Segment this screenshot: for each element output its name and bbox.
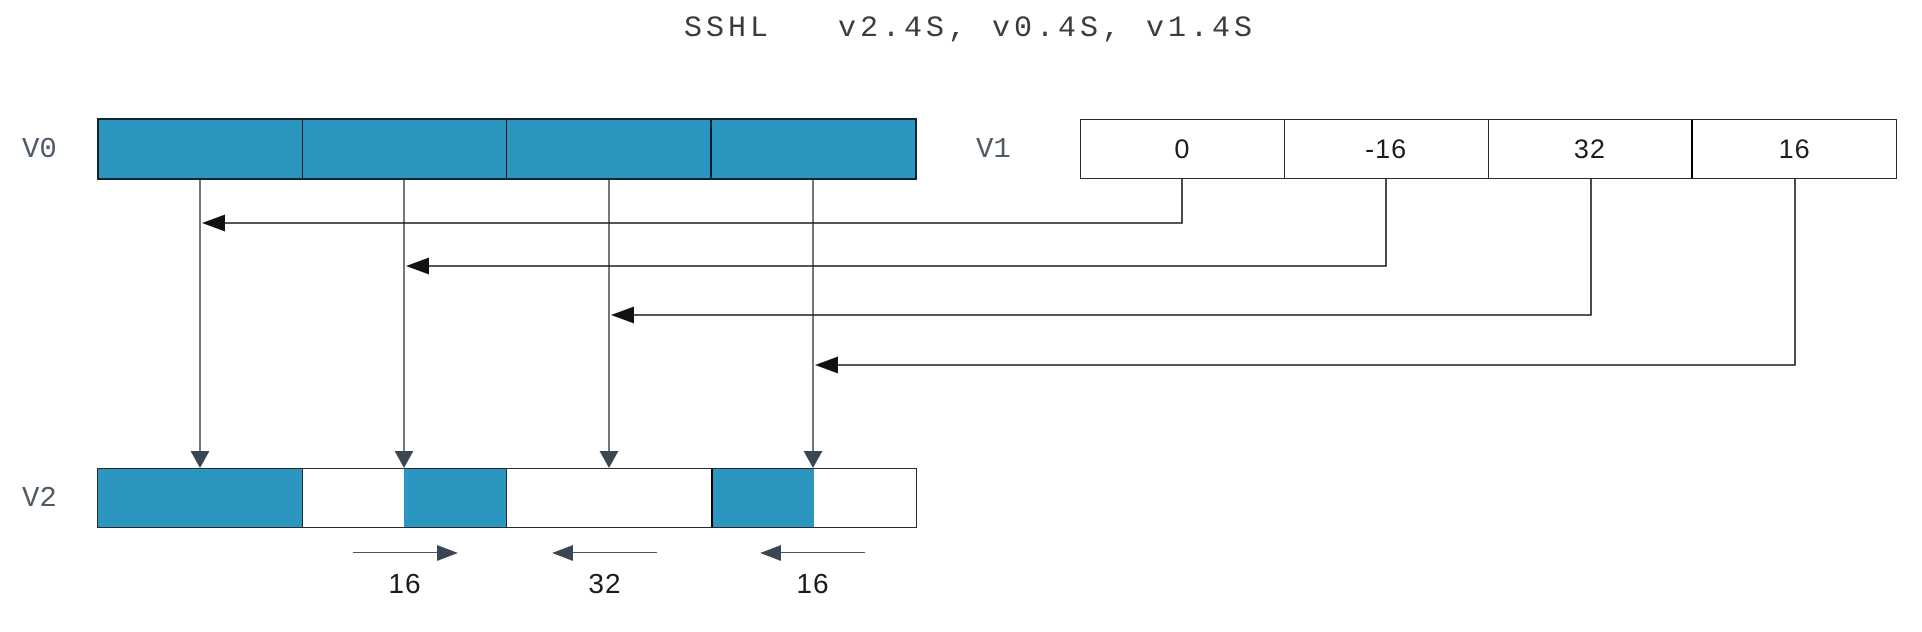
arrowhead — [437, 544, 458, 561]
v0-lane4-to-v2-connector — [803, 180, 823, 468]
elbow-line — [825, 179, 1796, 366]
left-arrowhead — [202, 214, 225, 232]
left-arrowhead — [815, 356, 838, 374]
v0-cell-0 — [99, 120, 303, 178]
v0-lane2-to-v2-connector — [394, 180, 414, 468]
v2-cell-3 — [712, 469, 917, 527]
down-arrowhead — [599, 451, 619, 468]
shift-annotation-lane4: 16 — [760, 544, 866, 600]
v1-cell-2-value: 32 — [1573, 133, 1606, 164]
shift-annotation-lane2: 16 — [352, 544, 458, 600]
v1-lane1-shift-arrow — [202, 179, 1183, 232]
elbow-line — [621, 179, 1592, 316]
v2-register — [97, 468, 917, 528]
arrow-shaft — [353, 551, 441, 554]
shift-right-arrow-icon — [352, 544, 458, 561]
shift-amount-label: 16 — [388, 568, 422, 599]
shift-amount-label: 32 — [588, 568, 622, 599]
v2-cell-1 — [303, 469, 507, 527]
v0-label: V0 — [22, 132, 57, 166]
v1-lane4-shift-arrow — [815, 179, 1796, 374]
v1-register: 0 -16 32 16 — [1080, 119, 1897, 179]
v0-cell-2-fill — [507, 120, 710, 178]
v0-cell-2 — [507, 120, 712, 178]
v1-label: V1 — [976, 132, 1011, 166]
shift-amount-label: 16 — [796, 568, 830, 599]
arrowhead — [760, 544, 781, 561]
v2-cell-0 — [98, 469, 303, 527]
v2-label: V2 — [22, 481, 57, 515]
elbow-line — [212, 179, 1183, 224]
v1-cell-1: -16 — [1285, 120, 1489, 178]
v2-cell-0-fill — [98, 469, 302, 527]
shift-left-arrow-icon — [552, 544, 658, 561]
v0-cell-3 — [712, 120, 915, 178]
v2-cell-3-fill — [712, 469, 815, 527]
arrowhead — [552, 544, 573, 561]
v0-cell-1 — [303, 120, 507, 178]
shift-annotation-lane3: 32 — [552, 544, 658, 600]
down-arrowhead — [190, 451, 210, 468]
shift-left-arrow-icon — [760, 544, 866, 561]
v0-register — [97, 118, 917, 180]
v0-cell-3-fill — [712, 120, 915, 178]
v1-cell-0-value: 0 — [1174, 133, 1191, 164]
v1-cell-0: 0 — [1081, 120, 1285, 178]
v1-cell-3-value: 16 — [1778, 133, 1811, 164]
down-arrowhead — [803, 451, 823, 468]
left-arrowhead — [611, 306, 634, 324]
v1-lane2-shift-arrow — [406, 179, 1387, 275]
v1-cell-3: 16 — [1693, 120, 1896, 178]
down-arrowhead — [394, 451, 414, 468]
v0-cell-1-fill — [303, 120, 506, 178]
v2-cell-2 — [507, 469, 713, 527]
v1-cell-1-value: -16 — [1365, 133, 1408, 164]
arrow-shaft — [569, 551, 657, 554]
v0-lane3-to-v2-connector — [599, 180, 619, 468]
v1-cell-2: 32 — [1489, 120, 1694, 178]
v0-cell-0-fill — [99, 120, 302, 178]
v2-cell-1-fill — [404, 469, 506, 527]
v1-lane3-shift-arrow — [611, 179, 1592, 324]
left-arrowhead — [406, 257, 429, 275]
arrow-shaft — [777, 551, 865, 554]
instruction-title: SSHL v2.4S, v0.4S, v1.4S — [683, 12, 1257, 46]
v0-lane1-to-v2-connector — [190, 180, 210, 468]
elbow-line — [416, 179, 1387, 267]
